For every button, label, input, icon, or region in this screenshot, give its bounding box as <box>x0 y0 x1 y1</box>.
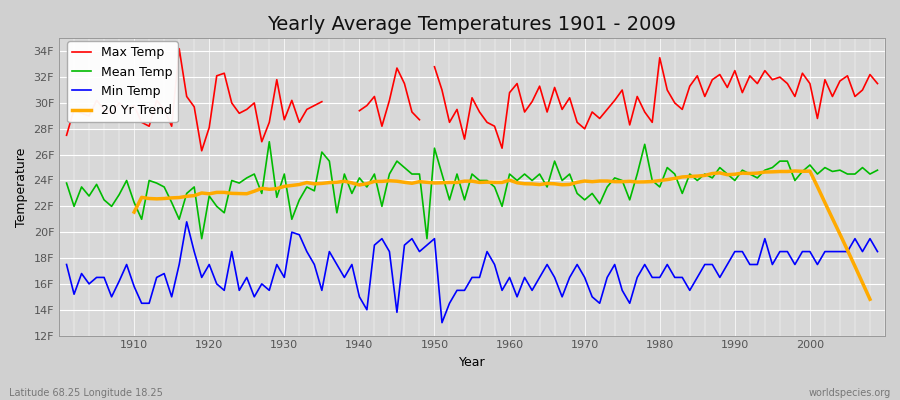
Min Temp <box>512 294 523 299</box>
Mean Temp <box>346 191 357 196</box>
Max Temp <box>61 133 72 138</box>
Line: Min Temp: Min Temp <box>67 222 878 323</box>
X-axis label: Year: Year <box>459 356 485 369</box>
Min Temp <box>339 275 350 280</box>
Mean Temp <box>872 168 883 172</box>
Max Temp <box>504 90 515 95</box>
Min Temp <box>872 249 883 254</box>
20 Yr Trend <box>594 179 605 184</box>
Max Temp <box>602 107 613 112</box>
Mean Temp <box>264 139 274 144</box>
Min Temp <box>519 275 530 280</box>
20 Yr Trend <box>331 180 342 185</box>
20 Yr Trend <box>286 183 297 188</box>
Max Temp <box>872 81 883 86</box>
Mean Temp <box>196 236 207 241</box>
Min Temp <box>61 262 72 267</box>
Title: Yearly Average Temperatures 1901 - 2009: Yearly Average Temperatures 1901 - 2009 <box>267 15 677 34</box>
Mean Temp <box>519 172 530 176</box>
Mean Temp <box>61 181 72 186</box>
Text: worldspecies.org: worldspecies.org <box>809 388 891 398</box>
Max Temp <box>512 81 523 86</box>
20 Yr Trend <box>497 180 508 185</box>
Min Temp <box>181 220 192 224</box>
Y-axis label: Temperature: Temperature <box>15 147 28 227</box>
Text: Latitude 68.25 Longitude 18.25: Latitude 68.25 Longitude 18.25 <box>9 388 163 398</box>
Mean Temp <box>512 178 523 183</box>
Line: Mean Temp: Mean Temp <box>67 142 878 239</box>
Line: 20 Yr Trend: 20 Yr Trend <box>134 171 870 299</box>
Line: Max Temp: Max Temp <box>67 49 878 151</box>
Min Temp <box>436 320 447 325</box>
Max Temp <box>122 107 132 112</box>
Min Temp <box>294 232 305 237</box>
Mean Temp <box>302 184 312 189</box>
Min Temp <box>609 262 620 267</box>
Mean Temp <box>609 176 620 180</box>
Min Temp <box>122 262 132 267</box>
Mean Temp <box>122 178 132 183</box>
Max Temp <box>286 98 297 103</box>
Legend: Max Temp, Mean Temp, Min Temp, 20 Yr Trend: Max Temp, Mean Temp, Min Temp, 20 Yr Tre… <box>68 41 177 122</box>
20 Yr Trend <box>504 178 515 182</box>
